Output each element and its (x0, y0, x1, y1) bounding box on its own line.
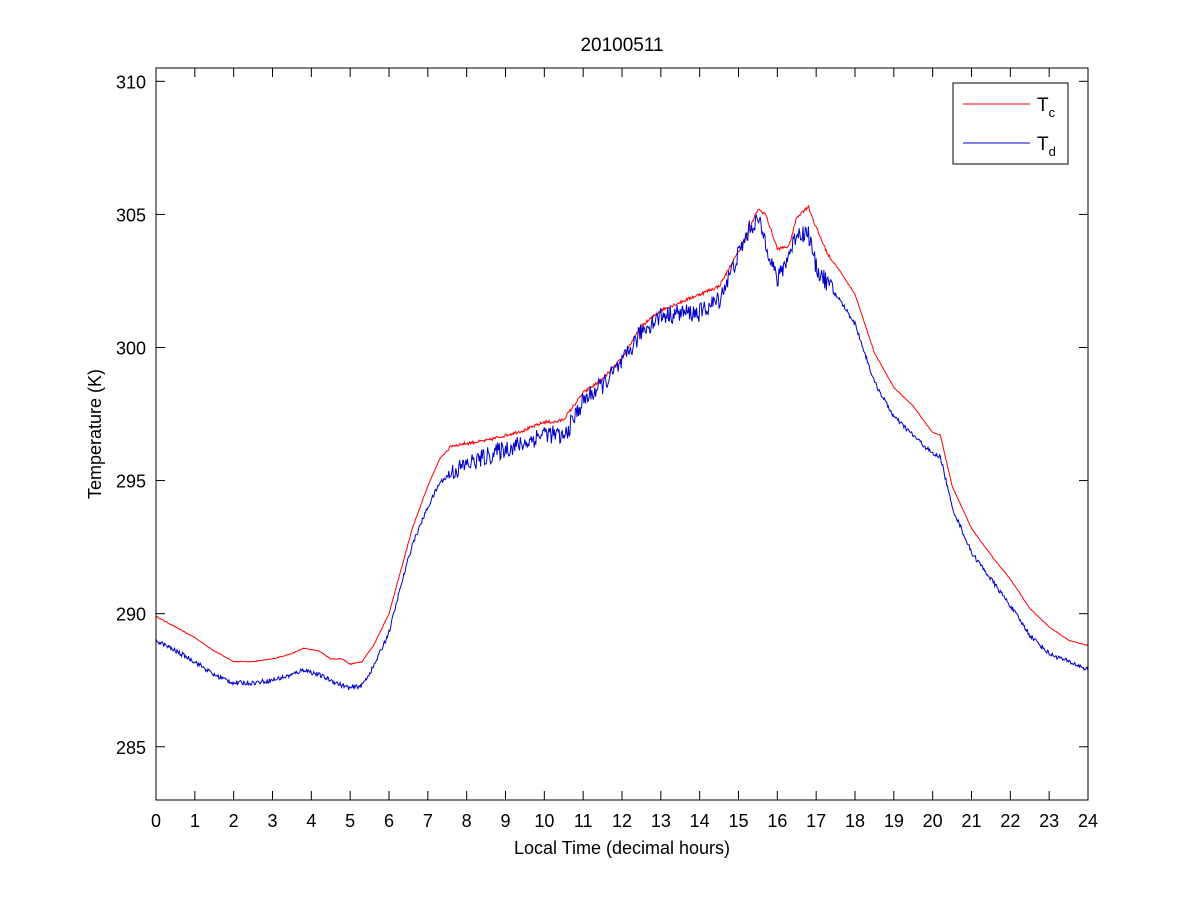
legend-label-td-main: T (1037, 134, 1049, 155)
x-tick-label: 1 (190, 811, 200, 831)
x-tick-label: 23 (1039, 811, 1059, 831)
x-tick-label: 13 (651, 811, 671, 831)
y-tick-label: 305 (116, 205, 146, 225)
legend-label-tc-sub: c (1049, 105, 1056, 120)
x-tick-label: 14 (690, 811, 710, 831)
x-tick-label: 2 (229, 811, 239, 831)
x-tick-label: 11 (574, 811, 593, 831)
legend-label-tc-main: T (1037, 95, 1049, 116)
y-tick-label: 285 (116, 738, 146, 758)
legend-box (952, 82, 1069, 165)
x-tick-label: 10 (534, 811, 554, 831)
x-tick-label: 4 (306, 811, 316, 831)
legend-label-td-sub: d (1049, 144, 1056, 159)
series-layer (155, 205, 1089, 691)
legend: Tc Td (952, 82, 1069, 165)
x-tick-label: 22 (1000, 811, 1020, 831)
x-axis-label: Local Time (decimal hours) (514, 838, 730, 858)
x-tick-label: 12 (612, 811, 632, 831)
x-tick-label: 19 (884, 811, 904, 831)
series-line-td (155, 213, 1089, 691)
x-tick-label: 21 (961, 811, 981, 831)
y-axis-label: Temperature (K) (85, 369, 105, 499)
x-tick-label: 18 (845, 811, 865, 831)
x-tick-label: 3 (267, 811, 277, 831)
x-tick-label: 5 (345, 811, 355, 831)
y-tick-label: 295 (116, 472, 146, 492)
x-tick-label: 8 (462, 811, 472, 831)
x-tick-label: 24 (1078, 811, 1098, 831)
x-tick-label: 20 (923, 811, 943, 831)
legend-label-td: Td (1037, 134, 1056, 159)
y-tick-label: 290 (116, 605, 146, 625)
x-tick-label: 9 (500, 811, 510, 831)
x-tick-label: 17 (806, 811, 826, 831)
x-tick-label: 15 (728, 811, 748, 831)
y-tick-label: 310 (116, 72, 146, 92)
legend-label-tc: Tc (1037, 95, 1056, 120)
x-tick-label: 16 (767, 811, 787, 831)
x-tick-label: 7 (423, 811, 433, 831)
chart-title: 20100511 (580, 35, 663, 56)
y-tick-label: 300 (116, 338, 146, 358)
tick-layer: 0 1 2 3 4 5 6 7 8 9 10 11 12 13 14 15 16 17 18 19 20 21 22 23 24… (116, 68, 1098, 831)
x-tick-label: 0 (151, 811, 161, 831)
x-tick-label: 6 (384, 811, 394, 831)
